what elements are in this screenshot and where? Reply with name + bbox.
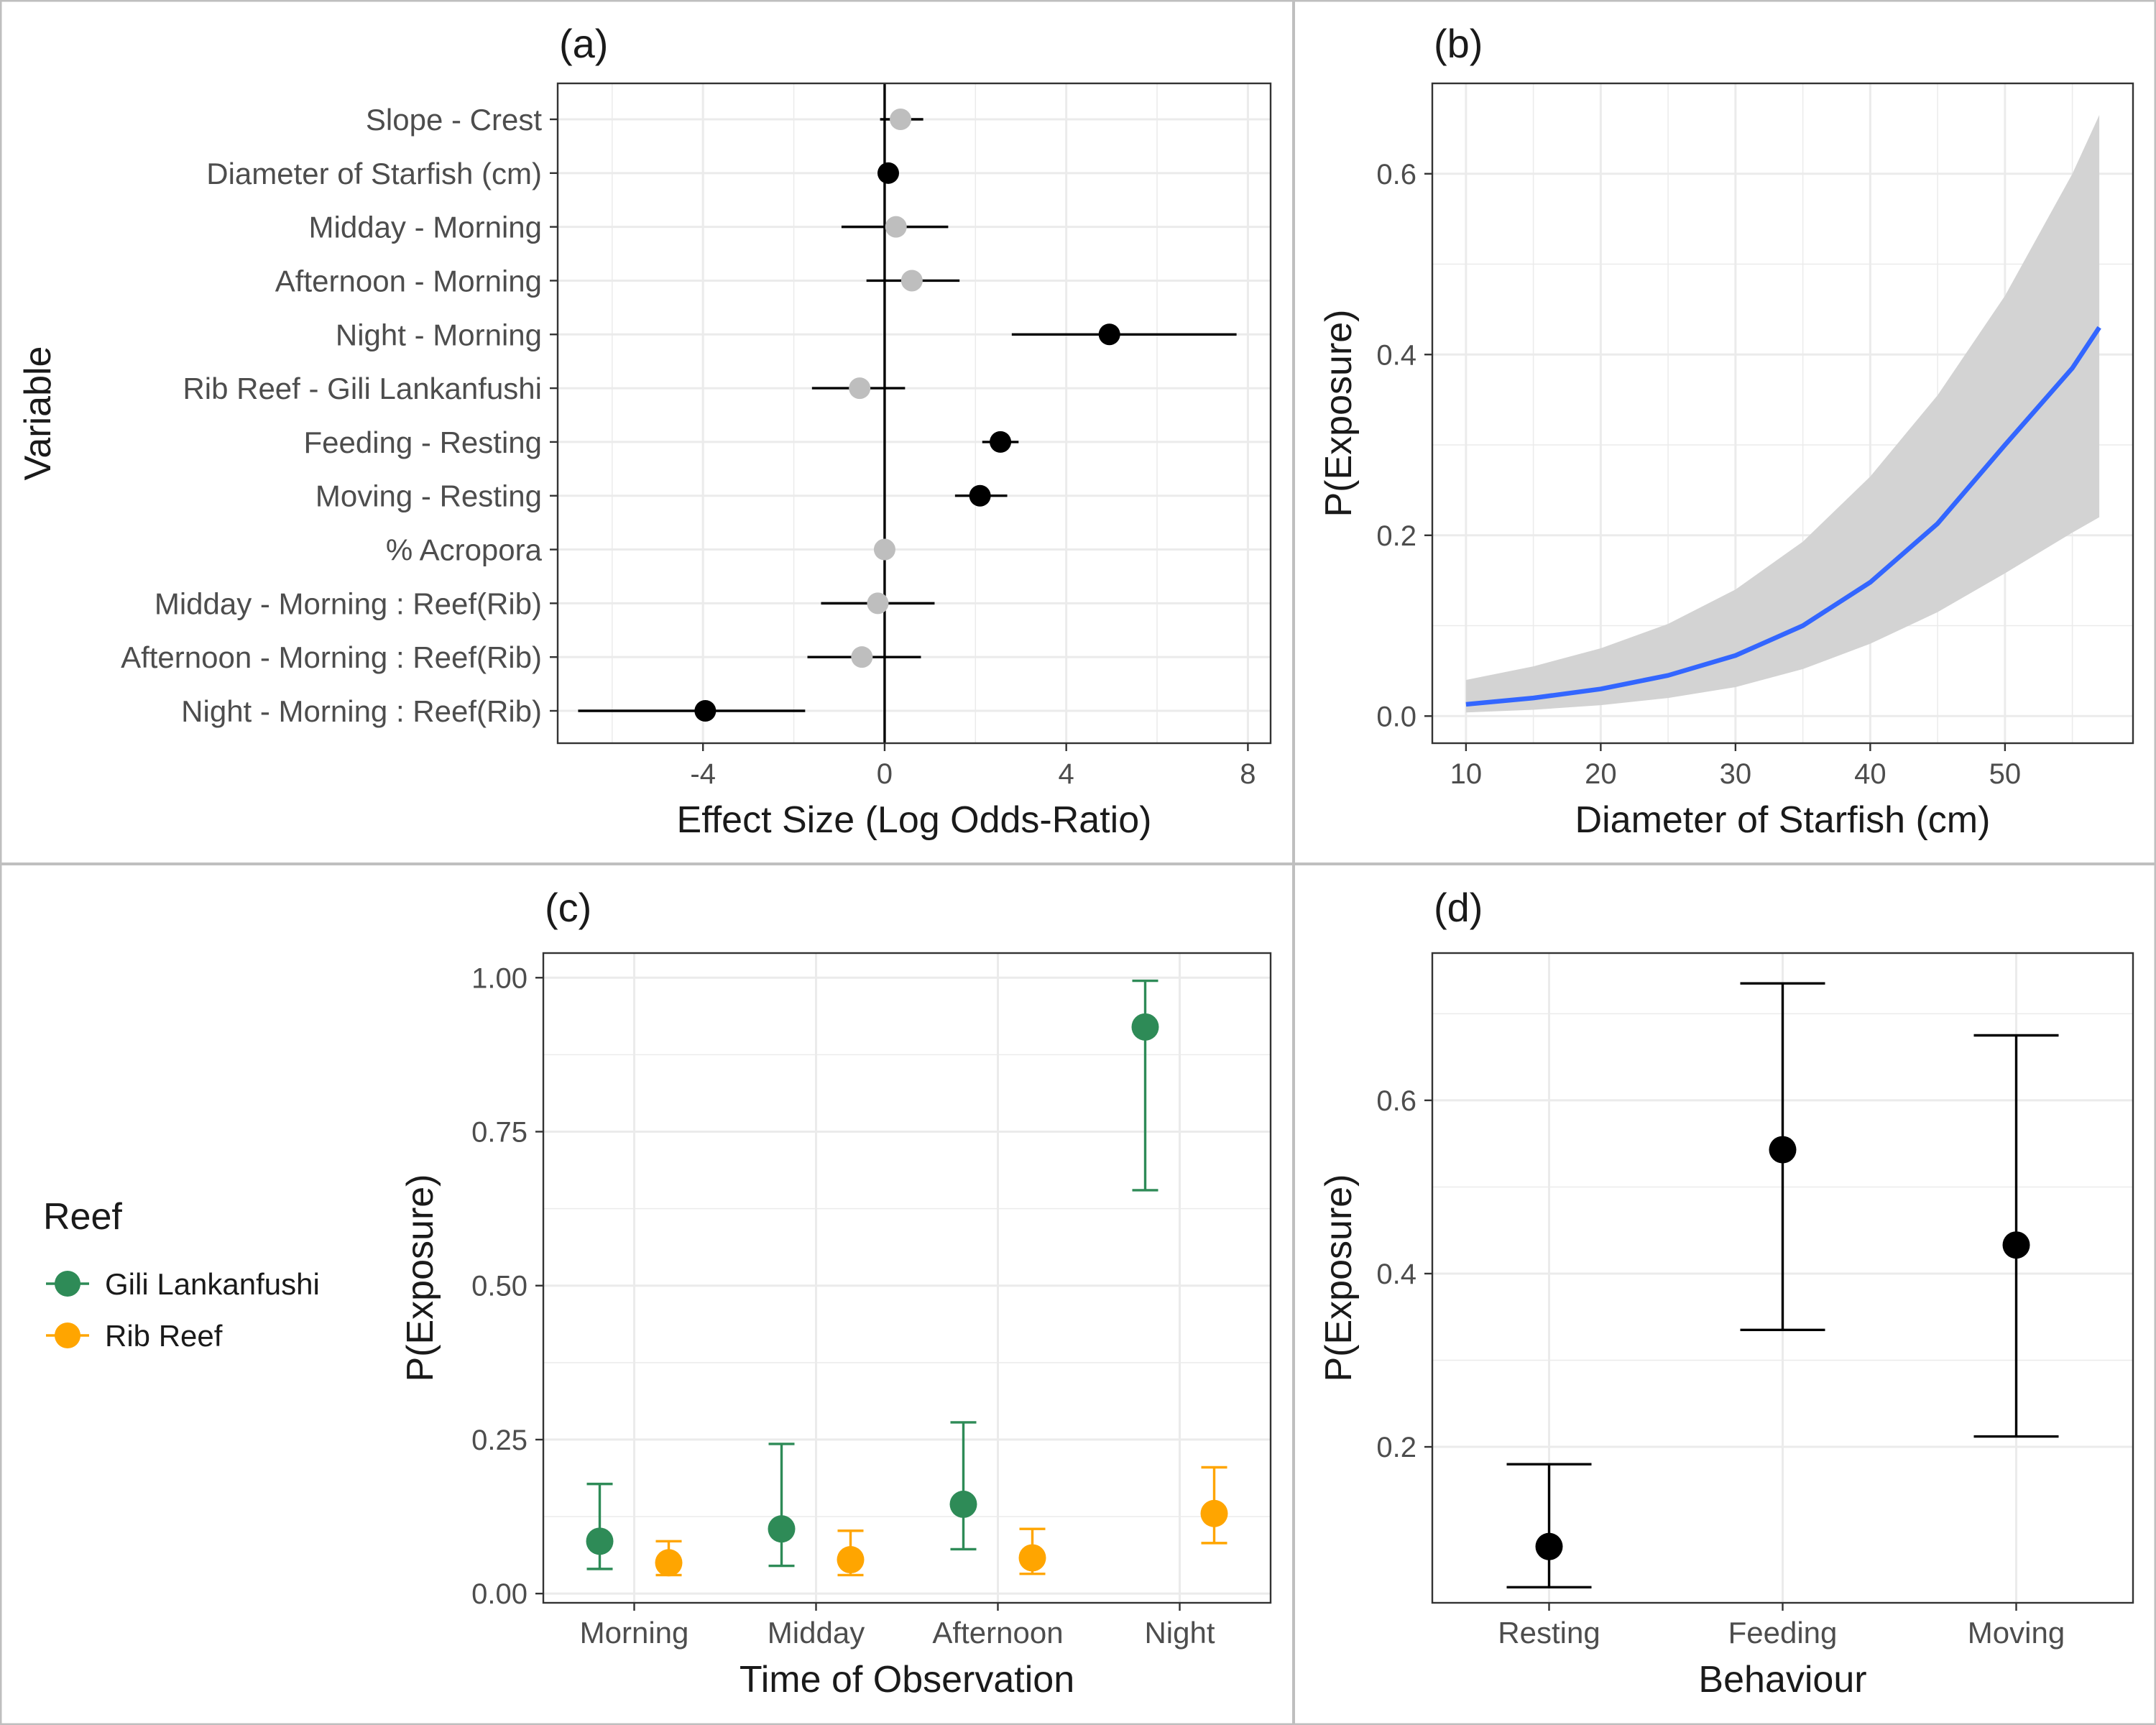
panel-a: Slope - Crest Diameter of Starfish (cm) Mi… bbox=[17, 21, 1272, 841]
confidence-ribbon bbox=[1465, 115, 2100, 713]
data-point bbox=[837, 1546, 865, 1574]
point-estimate bbox=[877, 162, 899, 184]
panel-label: (c) bbox=[545, 885, 591, 930]
x-tick-label: Moving bbox=[1968, 1616, 2065, 1650]
y-tick-label: Afternoon - Morning bbox=[275, 264, 542, 298]
point-estimate bbox=[851, 646, 873, 668]
x-tick-label: 20 bbox=[1585, 758, 1617, 790]
y-tick-label: 0.50 bbox=[471, 1271, 528, 1302]
y-tick-label: Midday - Morning bbox=[309, 211, 542, 244]
data-point bbox=[586, 1527, 614, 1555]
y-tick-label: 0.4 bbox=[1376, 339, 1416, 371]
point-estimate bbox=[849, 377, 871, 400]
y-axis-title: P(Exposure) bbox=[1318, 310, 1360, 518]
panel-label: (a) bbox=[559, 21, 608, 66]
y-tick-label: 0.25 bbox=[471, 1425, 528, 1456]
panel-b: 0.0 0.2 0.4 0.6 10 20 30 40 50 Diameter of Starfi… bbox=[1318, 21, 2134, 841]
point-estimate bbox=[969, 484, 991, 507]
data-point bbox=[1769, 1136, 1797, 1164]
point-estimate bbox=[1098, 323, 1120, 346]
point-estimate bbox=[890, 109, 912, 130]
point-estimate bbox=[990, 431, 1012, 453]
plot-border bbox=[1431, 82, 2134, 745]
y-tick-label: Night - Morning bbox=[336, 318, 542, 351]
data-point bbox=[655, 1549, 683, 1577]
y-tick-label: 0.2 bbox=[1376, 1432, 1416, 1463]
x-tick-label: Morning bbox=[580, 1616, 689, 1650]
y-tick-label: 1.00 bbox=[471, 962, 528, 994]
y-tick-label: 0.0 bbox=[1376, 701, 1416, 732]
x-tick-label: Afternoon bbox=[932, 1616, 1063, 1650]
x-axis-title: Effect Size (Log Odds-Ratio) bbox=[677, 799, 1152, 841]
x-tick-label: 30 bbox=[1720, 758, 1752, 790]
point-estimate bbox=[900, 270, 923, 292]
y-tick-label: 0.00 bbox=[471, 1578, 528, 1610]
legend-entry-label: Gili Lankanfushi bbox=[105, 1267, 320, 1301]
y-tick-label: Midday - Morning : Reef(Rib) bbox=[155, 586, 542, 620]
data-point bbox=[1200, 1499, 1228, 1527]
y-tick-label: 0.75 bbox=[471, 1116, 528, 1148]
panel-label: (b) bbox=[1434, 21, 1483, 66]
y-tick-label: Diameter of Starfish (cm) bbox=[206, 157, 542, 190]
x-tick-label: 10 bbox=[1450, 758, 1483, 790]
y-tick-label: Rib Reef - Gili Lankanfushi bbox=[183, 372, 542, 405]
point-estimate bbox=[873, 538, 895, 561]
data-point bbox=[1535, 1532, 1563, 1560]
y-tick-label: Feeding - Resting bbox=[303, 426, 542, 459]
fitted-curve bbox=[1465, 326, 2101, 707]
panel-d: 0.2 0.4 0.6 Resting Feeding Moving Behaviour P(… bbox=[1318, 885, 2134, 1701]
x-tick-label: 50 bbox=[1989, 758, 2022, 790]
data-point bbox=[949, 1490, 977, 1518]
y-tick-label: 0.2 bbox=[1376, 520, 1416, 552]
y-tick-label: 0.6 bbox=[1376, 1085, 1416, 1117]
y-axis-title: P(Exposure) bbox=[1318, 1174, 1360, 1382]
data-point bbox=[1131, 1013, 1159, 1041]
x-axis-title: Behaviour bbox=[1698, 1659, 1866, 1701]
y-tick-label: Slope - Crest bbox=[366, 103, 542, 137]
data-point bbox=[1018, 1544, 1046, 1572]
legend-key-point bbox=[55, 1322, 80, 1348]
x-axis-title: Time of Observation bbox=[740, 1659, 1074, 1701]
x-tick-label: Feeding bbox=[1728, 1616, 1838, 1650]
data-point bbox=[768, 1515, 796, 1543]
x-tick-label: Midday bbox=[768, 1616, 865, 1650]
x-tick-label: Night bbox=[1144, 1616, 1215, 1650]
plot-border bbox=[556, 82, 1272, 745]
legend-key-point bbox=[55, 1271, 80, 1297]
y-tick-label: 0.6 bbox=[1376, 159, 1416, 190]
x-tick-label: 8 bbox=[1240, 758, 1256, 790]
x-tick-label: 0 bbox=[877, 758, 893, 790]
y-tick-label: Night - Morning : Reef(Rib) bbox=[181, 694, 542, 728]
y-axis-title: Variable bbox=[17, 346, 59, 481]
x-tick-label: 40 bbox=[1854, 758, 1886, 790]
x-tick-label: Resting bbox=[1498, 1616, 1600, 1650]
point-estimate bbox=[694, 700, 717, 722]
y-tick-label: Afternoon - Morning : Reef(Rib) bbox=[121, 640, 542, 674]
y-tick-label: % Acropora bbox=[386, 533, 543, 567]
point-estimate bbox=[885, 216, 907, 238]
y-axis-title: P(Exposure) bbox=[400, 1174, 441, 1382]
point-estimate bbox=[867, 592, 889, 615]
legend-title: Reef bbox=[43, 1196, 122, 1238]
legend-entry-label: Rib Reef bbox=[105, 1319, 223, 1353]
plot-border bbox=[542, 952, 1272, 1604]
panel-label: (d) bbox=[1434, 885, 1483, 930]
y-tick-label: 0.4 bbox=[1376, 1259, 1416, 1290]
x-tick-label: 4 bbox=[1059, 758, 1074, 790]
y-tick-label: Moving - Resting bbox=[315, 479, 542, 513]
x-tick-label: -4 bbox=[690, 758, 716, 790]
panel-c: 0.00 0.25 0.50 0.75 1.00 Morning Midday Afterno… bbox=[43, 885, 1272, 1701]
x-axis-title: Diameter of Starfish (cm) bbox=[1575, 799, 1991, 841]
data-point bbox=[2002, 1231, 2030, 1259]
